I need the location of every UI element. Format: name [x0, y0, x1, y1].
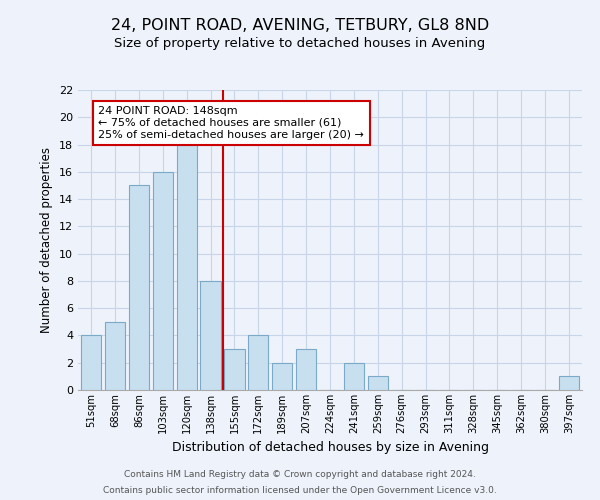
Bar: [129, 186, 149, 390]
Bar: [224, 349, 245, 390]
Bar: [105, 322, 125, 390]
Bar: [152, 172, 173, 390]
Text: Contains HM Land Registry data © Crown copyright and database right 2024.: Contains HM Land Registry data © Crown c…: [124, 470, 476, 479]
Bar: [272, 362, 292, 390]
X-axis label: Distribution of detached houses by size in Avening: Distribution of detached houses by size …: [172, 442, 488, 454]
Bar: [559, 376, 579, 390]
Bar: [344, 362, 364, 390]
Bar: [176, 144, 197, 390]
Text: Size of property relative to detached houses in Avening: Size of property relative to detached ho…: [115, 38, 485, 51]
Bar: [248, 336, 268, 390]
Text: 24 POINT ROAD: 148sqm
← 75% of detached houses are smaller (61)
25% of semi-deta: 24 POINT ROAD: 148sqm ← 75% of detached …: [98, 106, 364, 140]
Y-axis label: Number of detached properties: Number of detached properties: [40, 147, 53, 333]
Bar: [200, 281, 221, 390]
Text: Contains public sector information licensed under the Open Government Licence v3: Contains public sector information licen…: [103, 486, 497, 495]
Text: 24, POINT ROAD, AVENING, TETBURY, GL8 8ND: 24, POINT ROAD, AVENING, TETBURY, GL8 8N…: [111, 18, 489, 32]
Bar: [368, 376, 388, 390]
Bar: [296, 349, 316, 390]
Bar: [81, 336, 101, 390]
